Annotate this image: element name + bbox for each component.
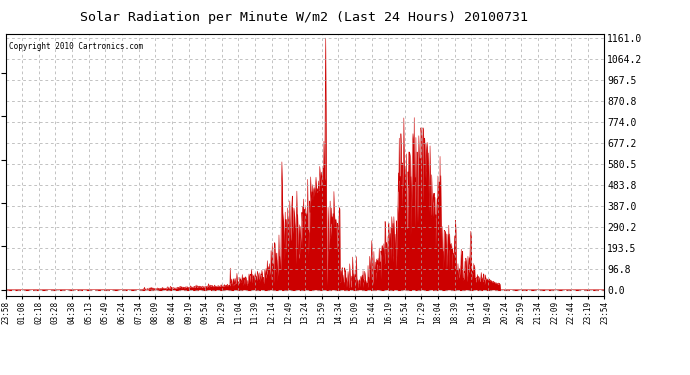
Text: Solar Radiation per Minute W/m2 (Last 24 Hours) 20100731: Solar Radiation per Minute W/m2 (Last 24…	[79, 11, 528, 24]
Text: Copyright 2010 Cartronics.com: Copyright 2010 Cartronics.com	[8, 42, 143, 51]
